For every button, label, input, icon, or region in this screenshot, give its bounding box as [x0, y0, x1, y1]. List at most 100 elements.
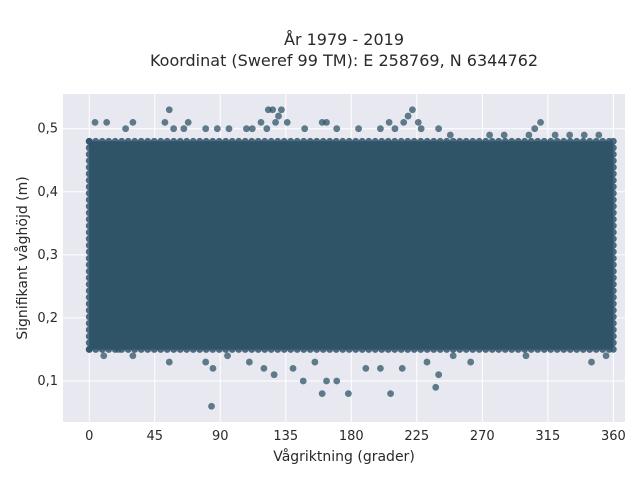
y-tick-label: 0,3 [37, 248, 58, 263]
edge-point [527, 137, 535, 145]
edge-point [609, 222, 617, 230]
edge-point [85, 241, 93, 249]
edge-point [609, 144, 617, 152]
scatter-point [333, 377, 341, 385]
edge-point [456, 346, 464, 353]
scatter-point [129, 352, 137, 360]
edge-point [540, 346, 548, 353]
scatter-point [404, 112, 412, 120]
edge-point [300, 137, 308, 145]
edge-point [609, 326, 617, 334]
edge-point [209, 346, 217, 353]
edge-point [358, 346, 366, 353]
edge-point [609, 235, 617, 243]
x-tick-label: 225 [404, 429, 429, 444]
edge-point [85, 228, 93, 236]
scatter-point [376, 364, 384, 372]
edge-point [430, 346, 438, 353]
x-tick-label: 180 [339, 429, 364, 444]
edge-point [592, 137, 600, 145]
edge-point [488, 346, 496, 353]
edge-point [508, 346, 516, 353]
edge-point [508, 137, 516, 145]
scatter-point [580, 131, 588, 139]
scatter-point [275, 112, 282, 120]
scatter-point [165, 106, 173, 114]
edge-point [514, 346, 522, 353]
scatter-point [202, 358, 210, 366]
edge-point [326, 137, 334, 145]
edge-point [287, 137, 295, 145]
edge-point [267, 346, 275, 353]
edge-point [609, 261, 617, 269]
edge-point [280, 346, 288, 353]
x-tick-label: 90 [212, 429, 229, 444]
edge-point [586, 346, 594, 353]
scatter-point [161, 118, 169, 126]
x-tick-label: 360 [601, 429, 626, 444]
edge-point [189, 346, 197, 353]
scatter-point [414, 118, 422, 126]
edge-point [482, 137, 490, 145]
scatter-point [355, 125, 362, 133]
edge-point [85, 157, 93, 165]
chart-title: År 1979 - 2019 Koordinat (Sweref 99 TM):… [150, 30, 538, 70]
scatter-point [208, 402, 215, 410]
edge-point [85, 293, 93, 301]
scatter-point [531, 125, 539, 133]
edge-point [241, 346, 249, 353]
edge-point [404, 137, 412, 145]
edge-point [85, 346, 93, 353]
edge-point [371, 346, 379, 353]
edge-point [391, 137, 399, 145]
edge-point [85, 209, 93, 217]
scatter-point [243, 125, 250, 133]
scatter-point [180, 125, 188, 133]
edge-point [417, 137, 425, 145]
edge-point [521, 346, 529, 353]
scatter-point [318, 390, 326, 398]
edge-point [579, 346, 587, 353]
scatter-point [323, 377, 330, 385]
scatter-point [423, 358, 431, 366]
edge-point [176, 346, 184, 353]
edge-point [209, 137, 217, 145]
edge-point [423, 346, 431, 353]
edge-point [482, 346, 490, 353]
edge-point [599, 346, 607, 353]
edge-point [85, 326, 93, 334]
edge-point [566, 137, 574, 145]
edge-point [410, 346, 418, 353]
scatter-point [260, 364, 268, 372]
scatter-point [289, 364, 297, 372]
edge-point [287, 346, 295, 353]
edge-point [163, 137, 171, 145]
edge-point [85, 235, 93, 243]
edge-point [85, 222, 93, 230]
scatter-point [588, 358, 595, 366]
edge-point [85, 176, 93, 184]
edge-point [183, 137, 191, 145]
edge-point [131, 137, 139, 145]
edge-point [609, 183, 617, 191]
edge-point [85, 215, 93, 223]
y-tick-label: 0,2 [37, 311, 58, 326]
edge-point [105, 346, 113, 353]
y-tick-label: 0,5 [37, 122, 58, 137]
scatter-point [376, 125, 384, 133]
edge-point [605, 137, 613, 145]
edge-point [527, 346, 535, 353]
edge-point [358, 137, 366, 145]
scatter-point [344, 390, 352, 398]
edge-point [189, 137, 197, 145]
scatter-point [301, 125, 309, 133]
edge-point [501, 346, 509, 353]
edge-point [609, 189, 617, 197]
edge-point [495, 137, 503, 145]
edge-point [293, 346, 301, 353]
edge-point [586, 137, 594, 145]
edge-point [215, 346, 223, 353]
y-tick-label: 0,1 [37, 374, 58, 389]
chart-title-line-2: Koordinat (Sweref 99 TM): E 258769, N 63… [150, 51, 538, 70]
edge-point [371, 137, 379, 145]
